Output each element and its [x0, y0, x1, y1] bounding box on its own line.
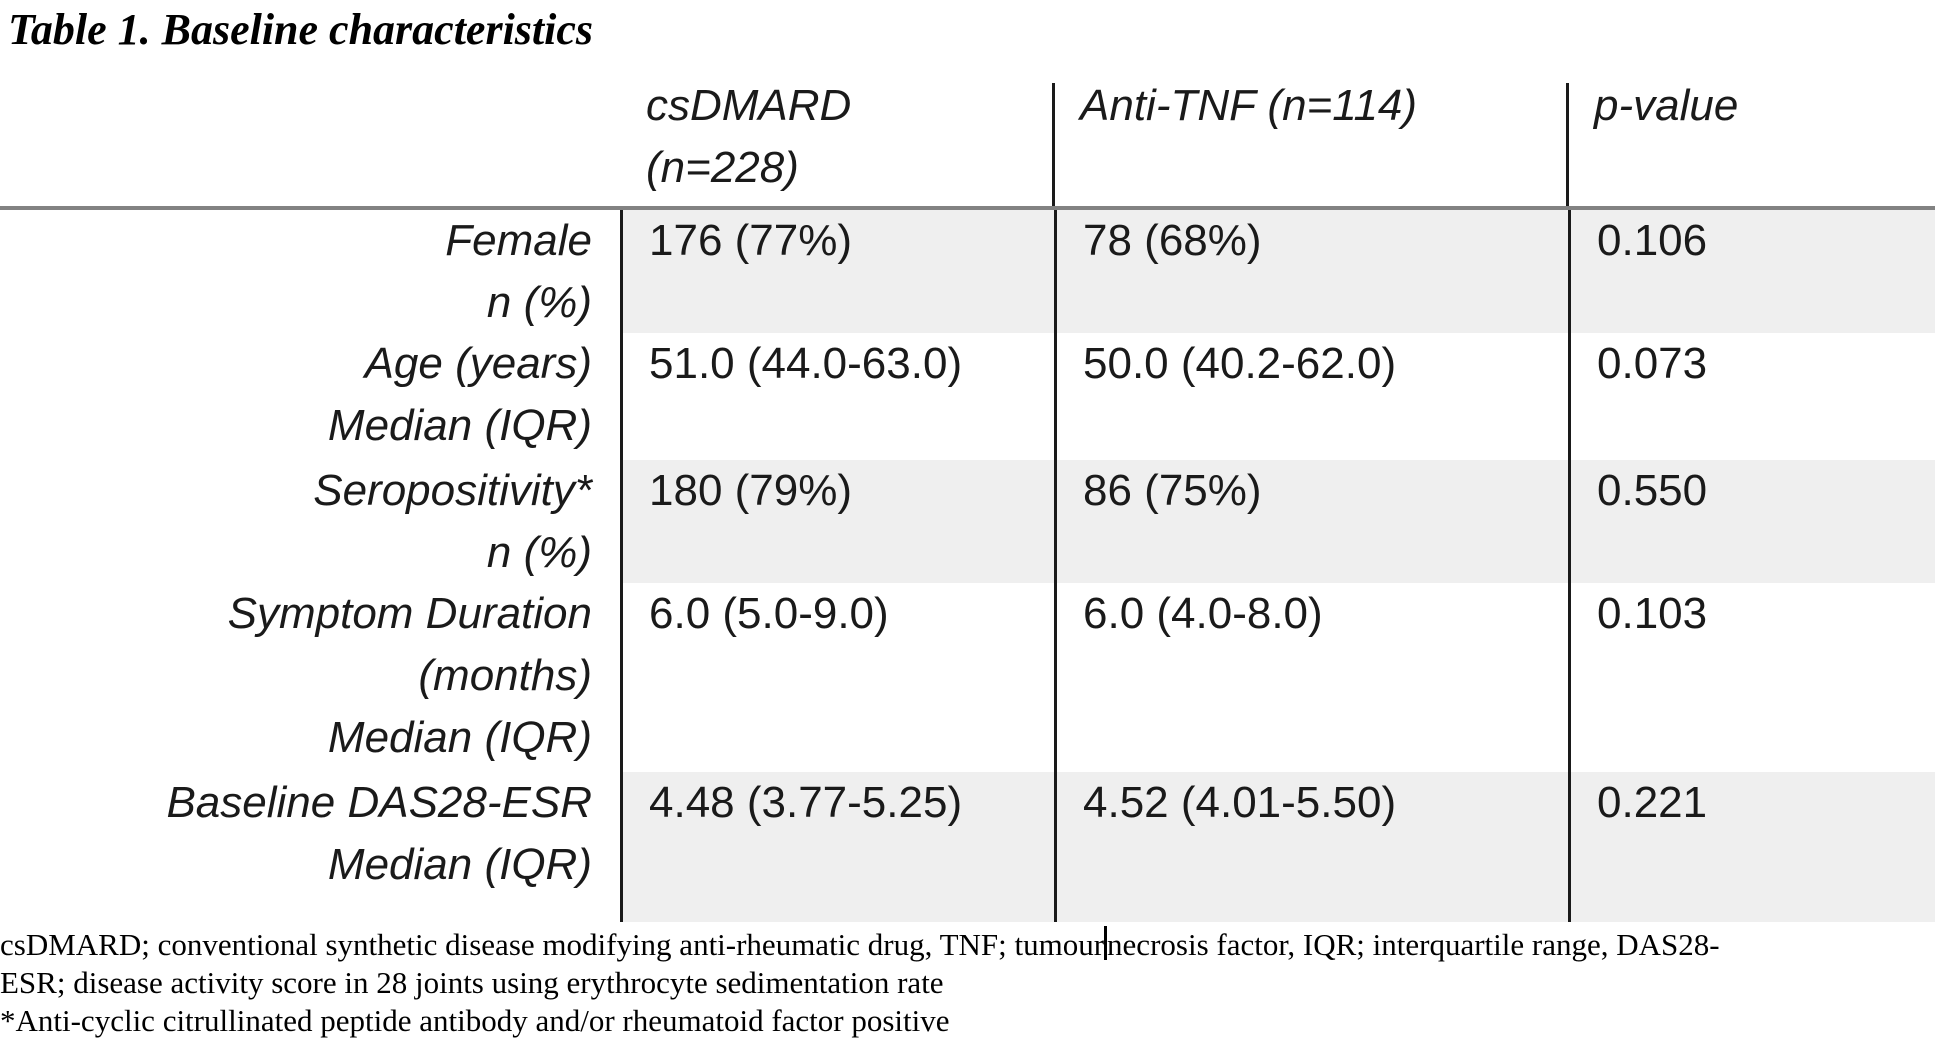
- footnote-line-2: ESR; disease activity score in 28 joints…: [0, 965, 944, 1000]
- cell-seropositivity-p-value: 0.550: [1568, 460, 1935, 583]
- footnote-line-1: csDMARD; conventional synthetic disease …: [0, 926, 1935, 964]
- row-label-line: Age (years): [364, 339, 592, 388]
- row-label-line: (months): [418, 651, 592, 700]
- row-label-female: Female n (%): [0, 210, 620, 333]
- cell-seropositivity-anti-tnf: 86 (75%): [1054, 460, 1568, 583]
- row-label-line: Seropositivity*: [313, 466, 592, 515]
- row-label-line: Median (IQR): [327, 713, 592, 762]
- cell-age-p-value: 0.073: [1568, 333, 1935, 460]
- cell-das28-anti-tnf: 4.52 (4.01-5.50): [1054, 772, 1568, 922]
- footnote-text: csDMARD; conventional synthetic disease …: [0, 927, 1105, 962]
- cell-symptom-duration-p-value: 0.103: [1568, 583, 1935, 772]
- cell-age-csdmard: 51.0 (44.0-63.0): [620, 333, 1054, 460]
- header-line: p-value: [1594, 81, 1739, 130]
- row-label-seropositivity: Seropositivity* n (%): [0, 460, 620, 583]
- header-cell-anti-tnf: Anti-TNF (n=114): [1052, 75, 1568, 210]
- header-line: Anti-TNF (n=114): [1080, 81, 1418, 130]
- row-label-line: Baseline DAS28-ESR: [166, 778, 592, 827]
- row-label-line: Median (IQR): [327, 840, 592, 889]
- header-cell-empty: [0, 75, 620, 210]
- row-label-line: Female: [445, 216, 592, 265]
- row-label-line: Symptom Duration: [227, 589, 592, 638]
- cell-age-anti-tnf: 50.0 (40.2-62.0): [1054, 333, 1568, 460]
- cell-das28-p-value: 0.221: [1568, 772, 1935, 922]
- cell-female-p-value: 0.106: [1568, 210, 1935, 333]
- cell-female-csdmard: 176 (77%): [620, 210, 1054, 333]
- row-label-line: Median (IQR): [327, 401, 592, 450]
- row-label-age: Age (years) Median (IQR): [0, 333, 620, 460]
- cell-symptom-duration-anti-tnf: 6.0 (4.0-8.0): [1054, 583, 1568, 772]
- cell-female-anti-tnf: 78 (68%): [1054, 210, 1568, 333]
- cell-das28-csdmard: 4.48 (3.77-5.25): [620, 772, 1054, 922]
- table-title: Table 1. Baseline characteristics: [8, 5, 594, 54]
- text-cursor: [1104, 926, 1108, 960]
- footnotes: csDMARD; conventional synthetic disease …: [0, 920, 1935, 1038]
- row-label-line: n (%): [486, 528, 592, 577]
- row-label-symptom-duration: Symptom Duration (months) Median (IQR): [0, 583, 620, 772]
- header-cell-p-value: p-value: [1566, 75, 1935, 210]
- baseline-characteristics-table: csDMARD (n=228) Anti-TNF (n=114) p-value…: [0, 75, 1935, 922]
- cell-symptom-duration-csdmard: 6.0 (5.0-9.0): [620, 583, 1054, 772]
- row-label-line: n (%): [486, 278, 592, 327]
- row-label-baseline-das28-esr: Baseline DAS28-ESR Median (IQR): [0, 772, 620, 922]
- header-line: csDMARD: [646, 81, 852, 130]
- footnote-line-3: *Anti-cyclic citrullinated peptide antib…: [0, 1003, 950, 1038]
- header-cell-csdmard: csDMARD (n=228): [620, 75, 1054, 210]
- cell-seropositivity-csdmard: 180 (79%): [620, 460, 1054, 583]
- header-line: (n=228): [646, 143, 799, 192]
- footnote-text: necrosis factor, IQR; interquartile rang…: [1107, 927, 1720, 962]
